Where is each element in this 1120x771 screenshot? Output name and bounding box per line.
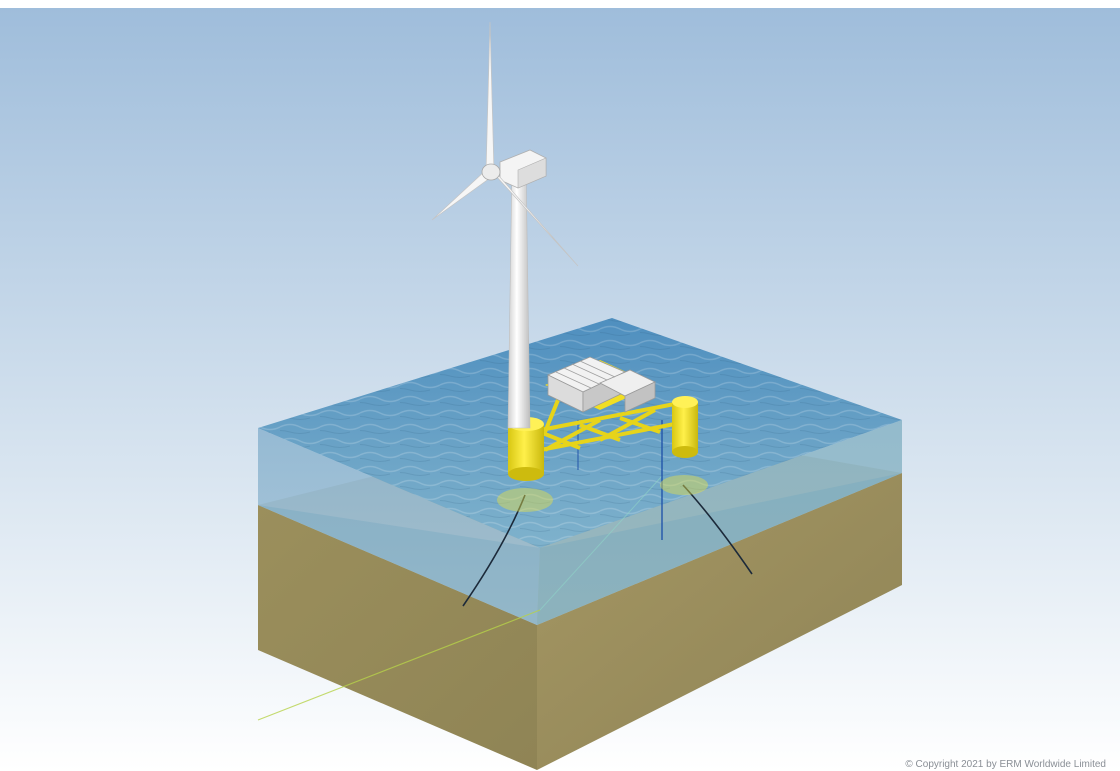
seabed-axis-line-2 <box>539 475 663 611</box>
turbine-tower <box>507 164 531 429</box>
wind-turbine-icon <box>431 21 579 429</box>
seabed-left-face <box>258 505 537 770</box>
water-depth-shade <box>258 473 902 625</box>
seabed-right-face <box>537 473 902 770</box>
mooring-line-left <box>462 494 526 607</box>
turbine-hub <box>481 163 501 181</box>
seabed-axis-line <box>257 609 541 721</box>
water-left-face <box>258 428 540 625</box>
mooring-line-right <box>682 484 753 575</box>
column-reflection-left <box>497 488 553 512</box>
top-border <box>0 0 1120 8</box>
floating-platform <box>508 356 698 481</box>
column-reflection-right <box>660 475 708 495</box>
copyright-notice: © Copyright 2021 by ERM Worldwide Limite… <box>905 759 1106 770</box>
water-right-face <box>537 420 902 625</box>
